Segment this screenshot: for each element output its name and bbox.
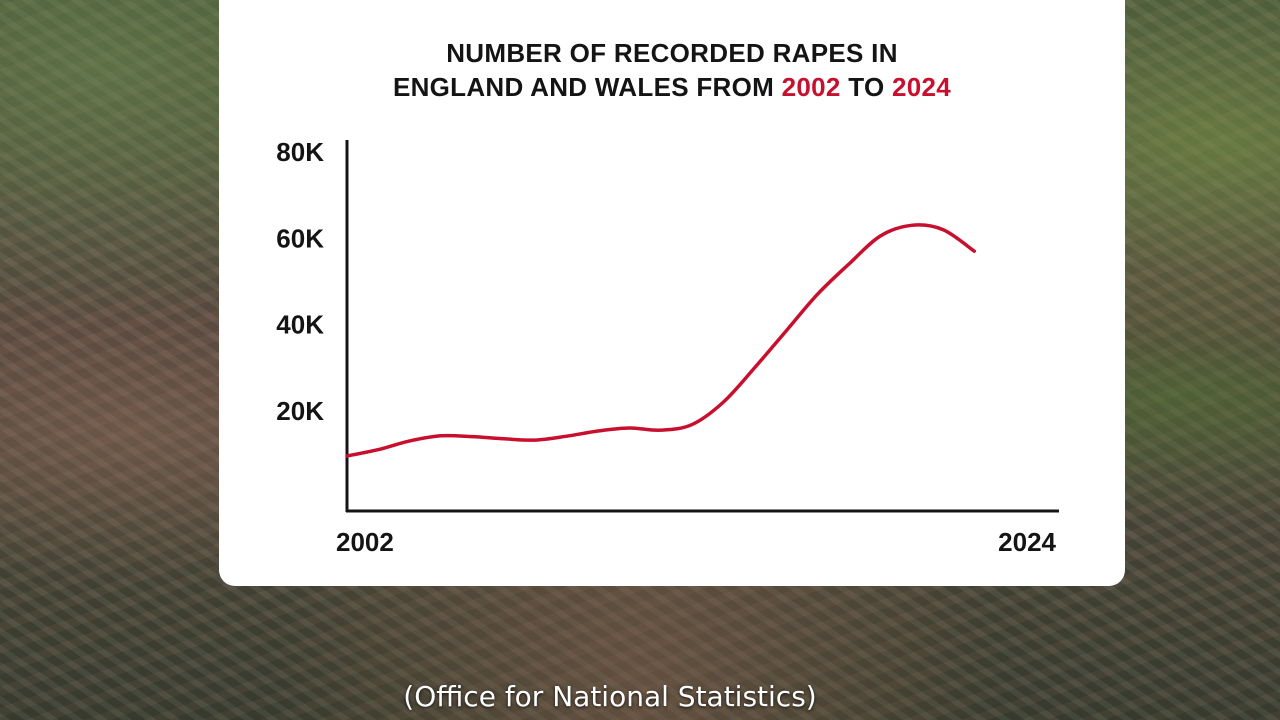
line-chart: 20K 40K 60K 80K 2002 2024 <box>276 137 1059 557</box>
y-tick-label: 80K <box>276 137 324 167</box>
title-line-1: NUMBER OF RECORDED RAPES IN <box>446 38 898 68</box>
y-tick-label: 60K <box>276 223 324 253</box>
series-line <box>345 223 977 458</box>
y-tick-label: 20K <box>276 396 324 426</box>
title-end-year: 2024 <box>892 72 952 102</box>
x-tick-label: 2024 <box>998 527 1056 557</box>
source-caption: (Office for National Statistics) <box>403 680 817 713</box>
y-tick-label: 40K <box>276 310 324 340</box>
chart-title: NUMBER OF RECORDED RAPES IN ENGLAND AND … <box>219 36 1125 104</box>
title-start-year: 2002 <box>781 72 841 102</box>
title-line-2: ENGLAND AND WALES FROM 2002 TO 2024 <box>219 70 1125 104</box>
chart-card <box>219 0 1125 586</box>
x-tick-label: 2002 <box>336 527 394 557</box>
title-to: TO <box>848 72 885 102</box>
title-text-2: ENGLAND AND WALES FROM <box>392 72 775 102</box>
